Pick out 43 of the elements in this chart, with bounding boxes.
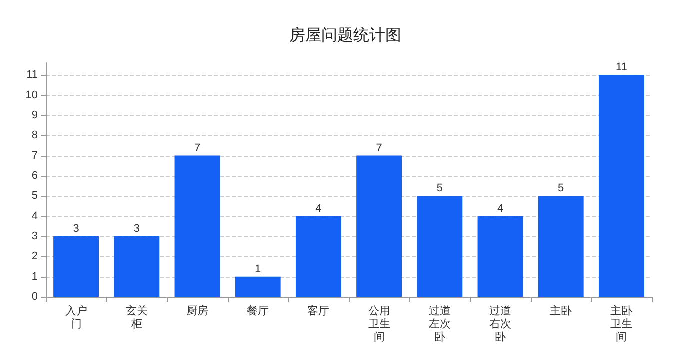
x-tick-label: 公用卫生间 bbox=[368, 306, 390, 344]
data-label: 4 bbox=[497, 202, 504, 215]
data-label: 11 bbox=[616, 62, 628, 74]
x-tick-label: 主卧 bbox=[550, 304, 572, 318]
data-label: 5 bbox=[558, 182, 564, 195]
y-tick-label: 2 bbox=[32, 250, 38, 263]
x-tick-label: 玄关柜 bbox=[126, 304, 148, 330]
x-tick-label: 入户门 bbox=[65, 304, 88, 330]
x-tick-label: 过道左次卧 bbox=[428, 304, 451, 344]
data-label: 5 bbox=[436, 182, 443, 195]
y-tick-label: 9 bbox=[32, 109, 38, 122]
bar bbox=[598, 75, 644, 297]
y-tick-label: 3 bbox=[32, 230, 38, 242]
y-tick-label: 4 bbox=[32, 210, 38, 222]
data-label: 1 bbox=[255, 263, 262, 276]
y-tick-label: 10 bbox=[26, 89, 38, 102]
data-label: 4 bbox=[316, 202, 322, 215]
bar bbox=[174, 156, 220, 297]
y-tick-label: 6 bbox=[32, 170, 38, 182]
x-tick-label: 餐厅 bbox=[247, 306, 270, 318]
bar bbox=[54, 236, 100, 297]
y-tick-label: 7 bbox=[32, 150, 38, 162]
bar bbox=[356, 156, 402, 297]
bar bbox=[114, 236, 160, 297]
bar bbox=[538, 196, 584, 297]
bar bbox=[478, 216, 524, 297]
y-tick-label: 5 bbox=[32, 190, 38, 202]
data-label: 7 bbox=[376, 142, 382, 154]
x-tick-label: 厨房 bbox=[186, 304, 208, 318]
x-tick-label: 过道右次卧 bbox=[490, 304, 512, 344]
y-tick-label: 8 bbox=[32, 130, 38, 142]
y-tick-label: 0 bbox=[32, 291, 38, 303]
bar bbox=[417, 196, 463, 297]
bar bbox=[296, 216, 342, 297]
data-label: 3 bbox=[134, 222, 140, 235]
chart-title: 房屋问题统计图 bbox=[290, 26, 402, 44]
data-label: 3 bbox=[73, 222, 80, 235]
y-tick-label: 11 bbox=[26, 69, 38, 82]
x-tick-label: 主卧卫生间 bbox=[610, 304, 633, 344]
y-tick-label: 1 bbox=[32, 270, 38, 283]
data-label: 7 bbox=[194, 142, 201, 154]
bar bbox=[235, 276, 281, 297]
x-tick-label: 客厅 bbox=[308, 304, 330, 318]
